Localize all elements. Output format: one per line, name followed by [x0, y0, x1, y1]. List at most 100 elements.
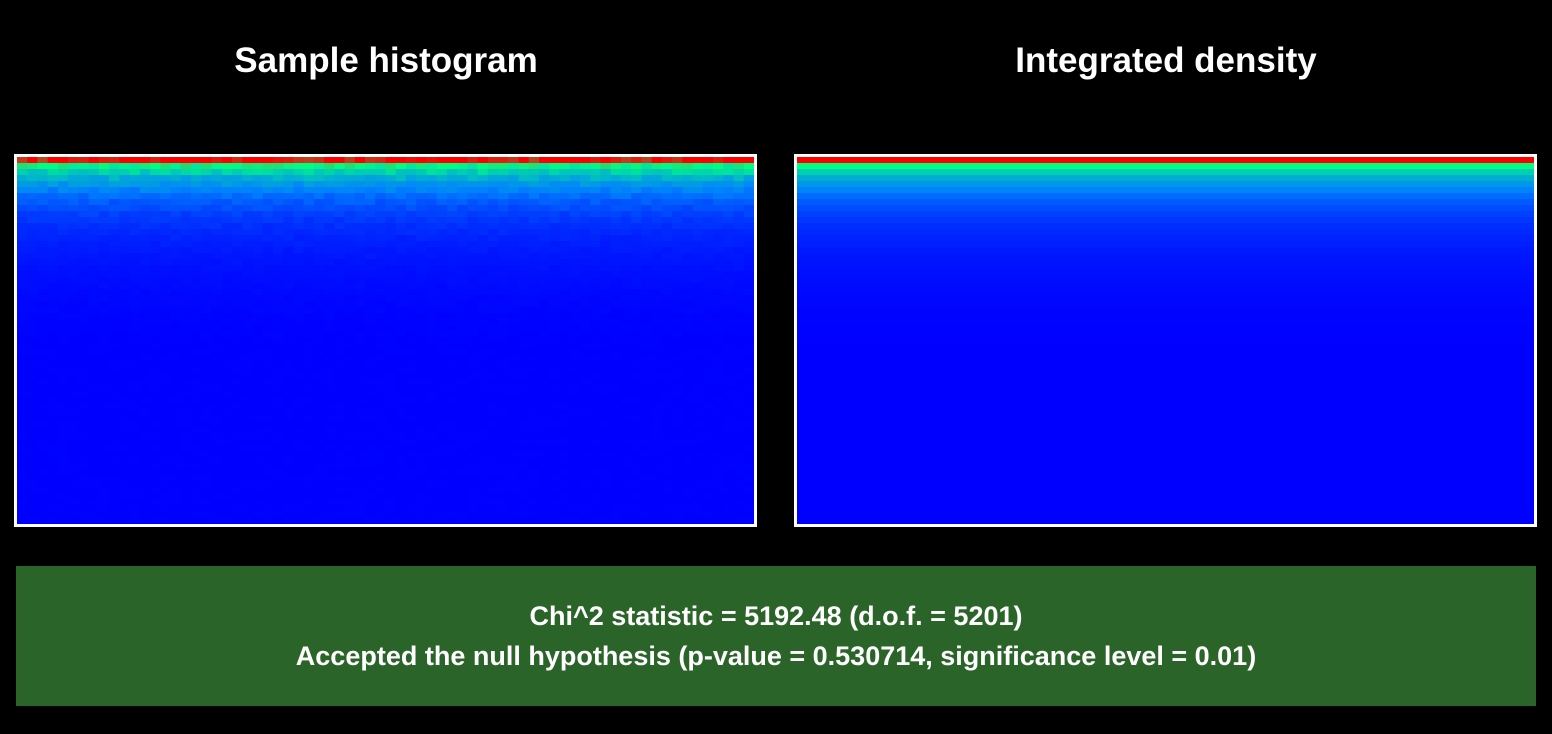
heatmap-cell: [436, 253, 448, 260]
heatmap-cell: [180, 211, 192, 218]
heatmap-cell: [692, 253, 704, 260]
heatmap-cell: [211, 193, 223, 200]
heatmap-cell: [17, 319, 28, 326]
heatmap-cell: [539, 277, 550, 284]
heatmap-cell: [119, 205, 131, 212]
heatmap-cell: [467, 265, 479, 272]
heatmap-cell: [446, 523, 458, 524]
heatmap-cell: [47, 337, 59, 344]
heatmap-cell: [661, 493, 673, 500]
heatmap-cell: [68, 229, 79, 236]
heatmap-cell: [641, 517, 653, 524]
heatmap-cell: [139, 223, 151, 230]
heatmap-cell: [283, 469, 294, 476]
heatmap-cell: [303, 355, 315, 362]
heatmap-cell: [569, 421, 581, 428]
heatmap-cell: [702, 517, 714, 524]
heatmap-cell: [528, 169, 540, 176]
heatmap-cell: [405, 349, 417, 356]
heatmap-cell: [528, 415, 540, 422]
heatmap-cell: [201, 253, 212, 260]
heatmap-cell: [191, 391, 202, 398]
heatmap-cell: [201, 385, 212, 392]
heatmap-cell: [272, 457, 284, 464]
heatmap-cell: [98, 397, 110, 404]
heatmap-cell: [293, 433, 305, 440]
heatmap-cell: [78, 211, 90, 218]
heatmap-cell: [446, 343, 458, 350]
heatmap-cell: [620, 163, 632, 170]
heatmap-cell: [201, 343, 212, 350]
heatmap-cell: [446, 253, 458, 260]
heatmap-cell: [436, 193, 448, 200]
heatmap-cell: [723, 289, 735, 296]
heatmap-cell: [487, 253, 499, 260]
heatmap-cell: [78, 409, 90, 416]
heatmap-cell: [160, 403, 172, 410]
heatmap-cell: [324, 217, 335, 224]
heatmap-cell: [661, 253, 673, 260]
heatmap-cell: [631, 511, 642, 518]
heatmap-cell: [743, 211, 754, 218]
heatmap-cell: [620, 469, 632, 476]
heatmap-cell: [231, 223, 243, 230]
heatmap-cell: [88, 223, 100, 230]
heatmap-cell: [365, 355, 376, 362]
heatmap-cell: [467, 421, 479, 428]
heatmap-cell: [57, 223, 69, 230]
heatmap-cell: [57, 331, 69, 338]
heatmap-cell: [457, 283, 468, 290]
heatmap-cell: [313, 469, 325, 476]
heatmap-cell: [797, 355, 1534, 362]
heatmap-cell: [651, 289, 663, 296]
heatmap-cell: [262, 163, 274, 170]
heatmap-cell: [119, 373, 131, 380]
heatmap-cell: [528, 355, 540, 362]
heatmap-cell: [395, 367, 407, 374]
heatmap-cell: [661, 355, 673, 362]
heatmap-cell: [180, 463, 192, 470]
heatmap-cell: [631, 193, 642, 200]
heatmap-cell: [57, 505, 69, 512]
heatmap-cell: [303, 517, 315, 524]
heatmap-cell: [231, 421, 243, 428]
heatmap-cell: [549, 271, 561, 278]
heatmap-cell: [119, 397, 131, 404]
heatmap-cell: [211, 157, 223, 164]
heatmap-cell: [37, 445, 49, 452]
heatmap-cell: [702, 199, 714, 206]
heatmap-cell: [160, 259, 172, 266]
heatmap-cell: [672, 337, 683, 344]
heatmap-cell: [211, 319, 223, 326]
heatmap-cell: [191, 385, 202, 392]
heatmap-cell: [733, 433, 745, 440]
heatmap-cell: [68, 427, 79, 434]
heatmap-cell: [211, 265, 223, 272]
heatmap-cell: [385, 409, 397, 416]
heatmap-cell: [365, 163, 376, 170]
heatmap-cell: [293, 499, 305, 506]
heatmap-cell: [17, 331, 28, 338]
heatmap-cell: [426, 181, 438, 188]
heatmap-cell: [293, 355, 305, 362]
heatmap-cell: [498, 307, 509, 314]
heatmap-cell: [129, 415, 141, 422]
heatmap-cell: [641, 235, 653, 242]
heatmap-cell: [395, 439, 407, 446]
heatmap-cell: [242, 373, 253, 380]
heatmap-cell: [324, 247, 335, 254]
heatmap-cell: [477, 283, 489, 290]
heatmap-cell: [47, 409, 59, 416]
heatmap-cell: [375, 199, 386, 206]
heatmap-cell: [682, 217, 694, 224]
heatmap-cell: [733, 409, 745, 416]
heatmap-cell: [797, 523, 1534, 524]
heatmap-cell: [109, 253, 120, 260]
heatmap-cell: [579, 295, 591, 302]
heatmap-cell: [191, 199, 202, 206]
heatmap-cell: [518, 217, 530, 224]
heatmap-cell: [109, 343, 120, 350]
heatmap-cell: [539, 229, 550, 236]
heatmap-cell: [518, 271, 530, 278]
heatmap-cell: [334, 415, 346, 422]
